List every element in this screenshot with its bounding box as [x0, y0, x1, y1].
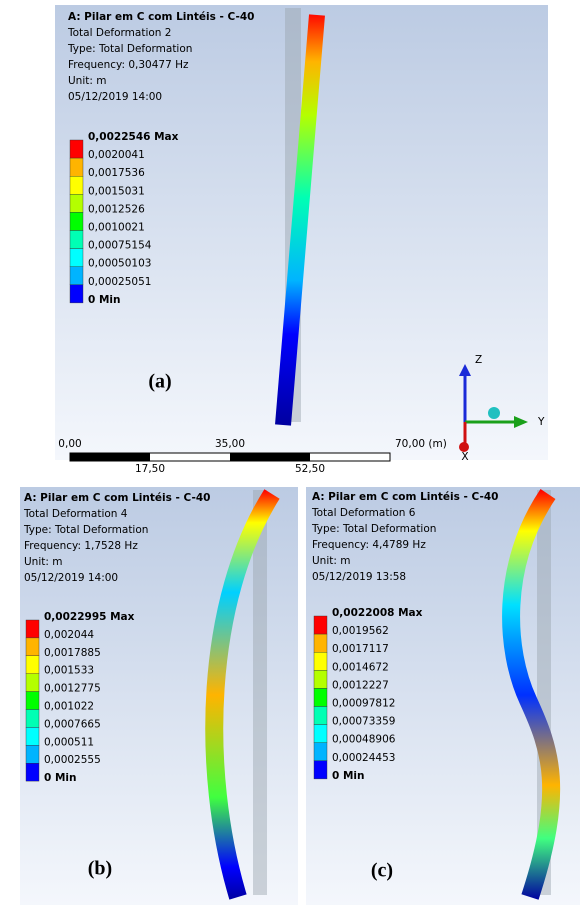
- info-line: 05/12/2019 14:00: [24, 572, 118, 584]
- legend-value: 0,000511: [44, 736, 94, 748]
- legend-value: 0,00025051: [88, 276, 151, 288]
- info-line: Total Deformation 2: [67, 27, 171, 39]
- legend-swatch: [314, 743, 327, 761]
- legend-value: 0,0017117: [332, 643, 389, 655]
- legend-value: 0,00024453: [332, 752, 395, 764]
- panel-title: A: Pilar em C com Lintéis - C-40: [312, 491, 498, 503]
- legend-swatch: [70, 158, 83, 176]
- info-line: 05/12/2019 13:58: [312, 571, 406, 583]
- info-line: Frequency: 1,7528 Hz: [24, 540, 138, 552]
- scale-bar: [70, 453, 390, 461]
- legend-swatch: [26, 674, 39, 692]
- legend-swatch: [26, 692, 39, 710]
- info-line: 05/12/2019 14:00: [68, 91, 162, 103]
- legend-value: 0 Min: [88, 294, 120, 306]
- panel-label: (a): [148, 371, 171, 393]
- legend-value: 0,0020041: [88, 149, 145, 161]
- legend-value: 0,002044: [44, 629, 94, 641]
- info-line: Frequency: 4,4789 Hz: [312, 539, 426, 551]
- legend-swatch: [314, 652, 327, 670]
- scale-label: 17,50: [135, 463, 165, 475]
- legend-swatch: [314, 616, 327, 634]
- axis-label: Y: [537, 416, 545, 428]
- info-line: Total Deformation 6: [311, 507, 416, 519]
- legend-swatch: [70, 267, 83, 285]
- info-line: Frequency: 0,30477 Hz: [68, 59, 189, 71]
- legend-value: 0,001533: [44, 665, 94, 677]
- legend-value: 0,0017885: [44, 647, 101, 659]
- legend-value: 0 Min: [332, 770, 364, 782]
- legend-value: 0,0010021: [88, 222, 145, 234]
- legend-value: 0,001022: [44, 701, 94, 713]
- legend-swatch: [26, 710, 39, 728]
- legend-value: 0,0007665: [44, 718, 101, 730]
- legend-value: 0,0022546 Max: [88, 131, 179, 143]
- legend-value: 0,0002555: [44, 754, 101, 766]
- legend-swatch: [26, 745, 39, 763]
- legend-swatch: [314, 688, 327, 706]
- legend-value: 0,0017536: [88, 167, 145, 179]
- legend-swatch: [314, 725, 327, 743]
- legend-swatch: [70, 212, 83, 230]
- legend-swatch: [26, 656, 39, 674]
- legend-swatch: [70, 176, 83, 194]
- axis-label: X: [461, 451, 468, 463]
- legend-value: 0,00075154: [88, 240, 152, 252]
- legend-value: 0,0022008 Max: [332, 607, 423, 619]
- legend-swatch: [314, 634, 327, 652]
- scale-label: 52,50: [295, 463, 325, 475]
- info-line: Type: Total Deformation: [311, 523, 436, 535]
- legend-swatch: [314, 707, 327, 725]
- legend-swatch: [26, 763, 39, 781]
- figure: 0,00 35,00 70,00 (m) 17,50 52,50 Z Y X A…: [0, 0, 581, 911]
- legend-value: 0,0019562: [332, 625, 389, 637]
- legend-swatch: [70, 231, 83, 249]
- legend-value: 0,0022995 Max: [44, 611, 135, 623]
- legend-swatch: [70, 140, 83, 158]
- legend-value: 0 Min: [44, 772, 76, 784]
- legend-swatch: [26, 620, 39, 638]
- info-line: Unit: m: [24, 556, 62, 568]
- panel-title: A: Pilar em C com Lintéis - C-40: [24, 492, 210, 504]
- legend-value: 0,0015031: [88, 185, 145, 197]
- legend-swatch: [26, 727, 39, 745]
- legend-value: 0,00048906: [332, 734, 396, 746]
- legend-value: 0,0014672: [332, 661, 389, 673]
- legend-swatch: [70, 249, 83, 267]
- scale-label: 0,00: [58, 438, 81, 450]
- legend-swatch: [70, 285, 83, 303]
- legend-swatch: [314, 761, 327, 779]
- info-line: Unit: m: [68, 75, 106, 87]
- info-line: Type: Total Deformation: [23, 524, 148, 536]
- panel-label: (c): [371, 860, 393, 882]
- scale-label: 70,00 (m): [395, 438, 447, 450]
- legend-swatch: [26, 638, 39, 656]
- info-line: Total Deformation 4: [23, 508, 128, 520]
- panel-title: A: Pilar em C com Lintéis - C-40: [68, 11, 254, 23]
- panel-label: (b): [88, 858, 112, 880]
- legend-swatch: [70, 194, 83, 212]
- legend-value: 0,00097812: [332, 698, 395, 710]
- shadow-beam: [253, 490, 267, 895]
- axis-label: Z: [475, 354, 482, 366]
- legend-value: 0,0012227: [332, 679, 389, 691]
- legend-value: 0,00050103: [88, 258, 151, 270]
- legend-swatch: [314, 670, 327, 688]
- scale-label: 35,00: [215, 438, 245, 450]
- legend-value: 0,0012775: [44, 683, 101, 695]
- info-line: Type: Total Deformation: [67, 43, 192, 55]
- info-line: Unit: m: [312, 555, 350, 567]
- legend-value: 0,00073359: [332, 716, 395, 728]
- legend-value: 0,0012526: [88, 203, 145, 215]
